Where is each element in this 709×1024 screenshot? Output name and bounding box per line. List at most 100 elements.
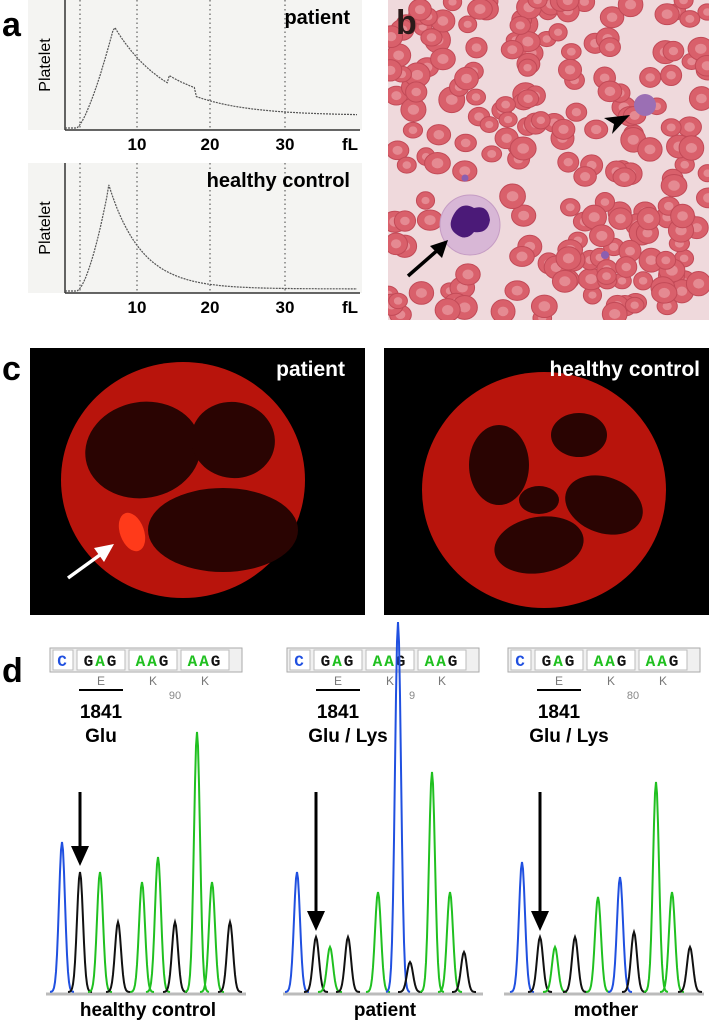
x-tick-label: 20 <box>201 298 220 317</box>
red-cell-center <box>559 276 571 287</box>
trace-peak <box>365 891 391 993</box>
red-cell-center <box>408 126 418 135</box>
trace-peak <box>87 871 113 993</box>
arrowhead <box>604 115 630 134</box>
red-cell-center <box>609 242 619 252</box>
codon-box <box>534 649 584 671</box>
base-call: GAG <box>542 653 577 671</box>
red-cell-center <box>536 116 546 125</box>
residue: Glu / Lys <box>529 726 609 747</box>
arrowhead <box>531 911 549 931</box>
red-cell-center <box>642 228 653 238</box>
panel-label: a <box>2 6 22 44</box>
nucleus-lobe <box>85 401 201 499</box>
red-cell-center <box>431 158 444 169</box>
codon-box <box>128 649 178 671</box>
base-call: AAG <box>594 653 629 671</box>
red-cell-center <box>533 0 542 5</box>
trace-peak <box>607 876 633 993</box>
trace-peak <box>217 918 243 993</box>
red-cell-center <box>703 193 709 203</box>
red-cell-center <box>393 297 403 305</box>
amino-acid: K <box>607 674 615 688</box>
red-cell-center <box>696 93 707 104</box>
red-cell-center <box>503 115 513 124</box>
red-cell-center <box>414 5 426 15</box>
image-title: patient <box>276 358 345 381</box>
red-cell <box>556 0 580 12</box>
red-cell-center <box>668 180 680 191</box>
codon-box <box>365 649 415 671</box>
codon-box <box>76 649 126 671</box>
red-cell-center <box>562 0 573 6</box>
red-cell-center <box>687 57 696 66</box>
red-cell-center <box>461 73 472 84</box>
trace-peak <box>67 871 93 993</box>
red-cell-center <box>415 288 427 298</box>
amino-acid: K <box>659 674 667 688</box>
residue: Glu / Lys <box>308 726 388 747</box>
trace-peak <box>317 944 343 993</box>
nucleus-lobe <box>494 516 584 574</box>
red-cell-center <box>703 169 709 178</box>
red-cell-center <box>388 32 397 42</box>
amino-acid: E <box>334 674 342 688</box>
arrowhead <box>94 544 114 562</box>
red-cell-center <box>474 4 486 15</box>
red-cell-center <box>518 210 530 221</box>
red-cell-center <box>523 94 533 103</box>
red-cell-center <box>437 54 449 64</box>
arrow <box>66 550 106 580</box>
red-cell-center <box>625 246 635 256</box>
amino-acid: K <box>386 674 394 688</box>
red-cell-center <box>645 73 655 82</box>
trace-peak <box>585 896 611 993</box>
image-title: healthy control <box>549 358 700 381</box>
base-call: C <box>515 653 527 671</box>
red-cell-center <box>668 46 679 56</box>
red-cell-center <box>666 123 676 132</box>
platelet <box>601 251 609 259</box>
position: 80 <box>627 690 639 702</box>
red-cell-center <box>638 277 648 285</box>
nucleus-lobe <box>551 413 607 457</box>
x-tick-label: 10 <box>128 135 147 154</box>
red-cell-center <box>458 302 471 313</box>
red-cell-center <box>621 262 631 272</box>
sample-label: mother <box>574 1000 639 1021</box>
red-cell-center <box>459 166 471 176</box>
trace-peak <box>184 731 210 993</box>
red-cell-center <box>388 65 396 75</box>
red-cell-center <box>693 278 705 289</box>
red-cell-center <box>617 277 627 285</box>
red-cell-center <box>402 161 412 169</box>
trace-peak <box>398 960 422 993</box>
histogram-curve <box>65 26 357 129</box>
red-cell-center <box>424 215 436 226</box>
trace-peak <box>509 861 535 993</box>
platelet <box>461 174 469 182</box>
nucleus <box>450 205 490 238</box>
red-cell-center <box>604 86 616 97</box>
red-cell-center <box>679 254 689 263</box>
red-cell-center <box>661 9 673 20</box>
plot-title: patient <box>284 7 350 29</box>
red-cell-center <box>522 36 534 47</box>
trace-peak <box>129 881 155 993</box>
red-cell-center <box>691 223 702 233</box>
residue: Glu <box>85 726 117 747</box>
panel-label: d <box>2 652 23 690</box>
codon-box <box>638 649 688 671</box>
red-cell-center <box>418 23 427 31</box>
codon-box <box>52 649 74 671</box>
red-cell-center <box>411 69 424 81</box>
red-cell-center <box>506 191 519 202</box>
red-cell-center <box>523 63 532 72</box>
red-cell-center <box>619 172 630 182</box>
red-cell-center <box>558 124 569 134</box>
histogram-frame <box>28 0 362 130</box>
red-cell-center <box>471 43 482 52</box>
base-call: AAG <box>188 653 223 671</box>
red-cell-center <box>448 0 457 6</box>
